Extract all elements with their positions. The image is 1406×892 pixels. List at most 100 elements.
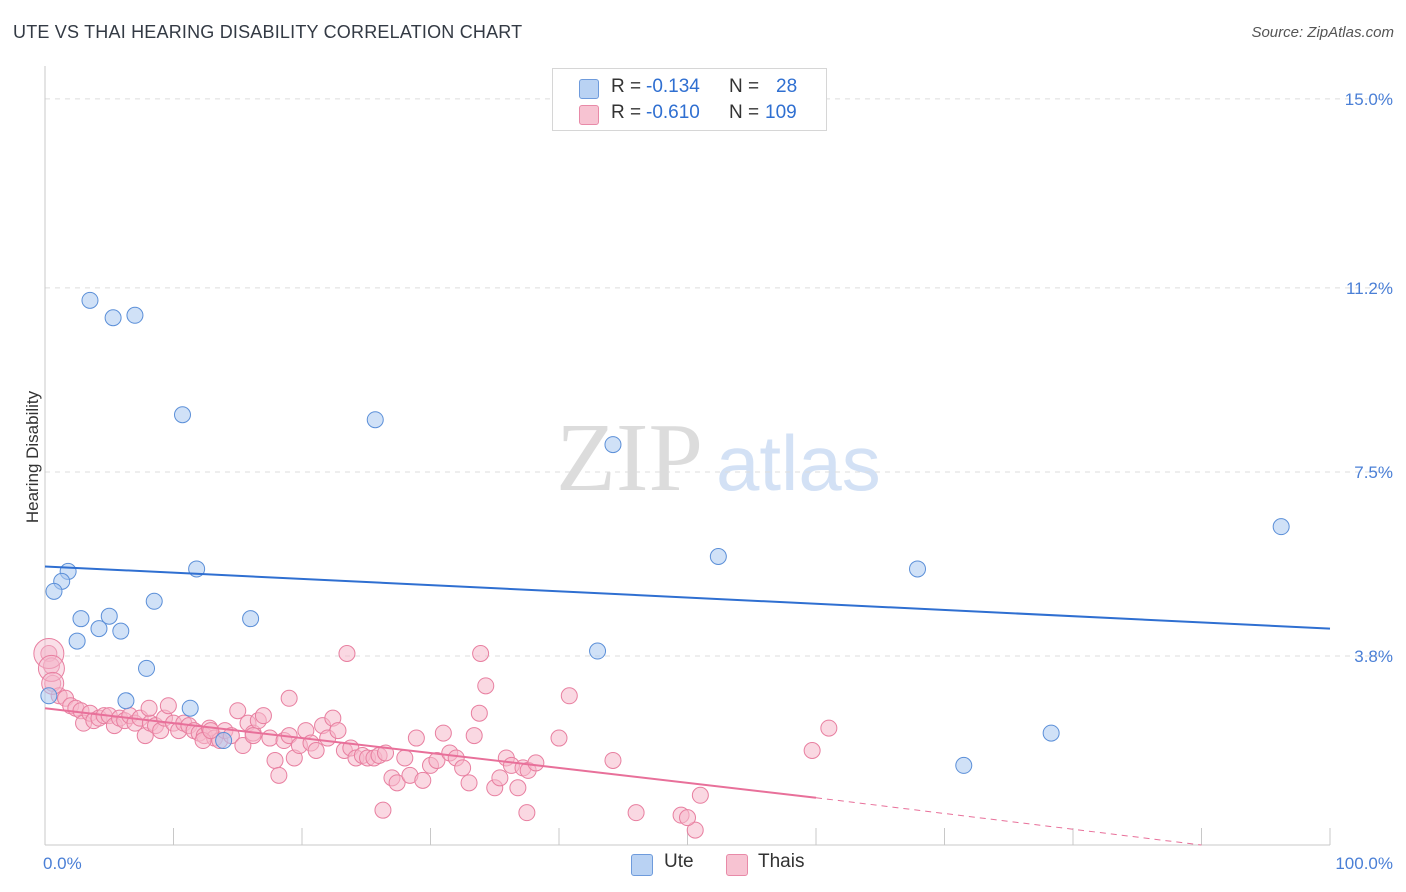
thais-point	[407, 729, 425, 747]
ute-point	[90, 620, 108, 638]
ute-point	[100, 607, 118, 625]
legend-ute-r-label: R =	[611, 76, 642, 97]
thais-point	[527, 754, 545, 772]
thais-point	[820, 719, 838, 737]
thais-point	[460, 774, 478, 792]
source-label: Source: ZipAtlas.com	[1251, 24, 1394, 41]
thais-point	[472, 645, 490, 662]
thai-trend-line	[44, 707, 817, 799]
legend-ute-r-value: -0.134	[646, 76, 700, 97]
ute-point	[117, 692, 135, 710]
thais-point	[679, 809, 696, 827]
thais-point	[803, 741, 821, 759]
thais-point	[374, 801, 392, 819]
grid	[45, 98, 1393, 657]
thais-point	[491, 769, 509, 787]
thais-point	[159, 697, 177, 715]
thais-point	[550, 729, 568, 747]
ute-point	[1042, 724, 1060, 742]
thais-point	[691, 786, 709, 804]
thai-trend-extension	[815, 797, 1202, 846]
ute-point	[181, 699, 199, 717]
trend-lines	[44, 565, 1331, 846]
x-tick-min: 0.0%	[43, 854, 82, 873]
ute-trend-line	[44, 565, 1331, 630]
thais-point	[604, 751, 622, 769]
ute-point	[126, 306, 144, 324]
bottom-legend-swatch-ute	[631, 854, 653, 876]
ute-point	[604, 436, 622, 454]
thais-point	[280, 689, 298, 707]
thais-point	[329, 722, 347, 740]
thais-point	[42, 657, 60, 675]
thais-point	[686, 821, 704, 839]
thais-point	[140, 699, 158, 717]
ute-point	[72, 610, 90, 628]
y-tick-label: 11.2%	[1346, 279, 1393, 298]
thais-point	[518, 804, 536, 822]
watermark-zip: ZIP	[556, 404, 703, 512]
bottom-legend-thai: Thais	[758, 851, 805, 872]
legend-thai-r-label: R =	[611, 102, 642, 123]
ute-point	[909, 560, 927, 578]
thais-point	[396, 749, 414, 767]
thais-point	[307, 741, 325, 759]
thais-point	[338, 645, 356, 662]
thais-point	[434, 724, 452, 742]
legend-swatch-thai	[579, 105, 599, 125]
thais-point	[388, 774, 406, 792]
bottom-legend-swatch-thai	[726, 854, 748, 876]
chart-title: UTE VS THAI HEARING DISABILITY CORRELATI…	[13, 22, 523, 42]
thais-point	[477, 677, 495, 695]
thais-point	[465, 727, 483, 745]
ute-point	[215, 732, 233, 750]
thais-point	[261, 729, 279, 747]
ute-point	[45, 582, 63, 600]
thais-point	[454, 759, 472, 777]
ute-point	[81, 291, 99, 309]
thais-point	[270, 766, 288, 784]
ute-point	[138, 659, 156, 677]
thais-point	[254, 707, 272, 725]
thais-point	[229, 702, 247, 720]
thais-point	[560, 687, 578, 705]
ute-point	[955, 756, 973, 774]
thais-point	[627, 804, 645, 822]
y-tick-label: 7.5%	[1354, 463, 1393, 482]
thais-point	[470, 704, 488, 722]
legend-thai-n-value: 109	[765, 102, 797, 123]
watermark-atlas: atlas	[716, 419, 881, 507]
ute-point	[1272, 518, 1290, 536]
ute-point	[40, 687, 58, 705]
thais-point	[414, 771, 432, 789]
thais-point	[244, 727, 262, 745]
ute-point	[145, 592, 163, 610]
ute-point	[366, 411, 384, 429]
legend-ute-n-value: 28	[776, 76, 798, 97]
legend-thai-n-label: N =	[729, 102, 760, 123]
watermark: ZIP atlas	[556, 404, 881, 512]
y-axis-label: Hearing Disability	[23, 390, 42, 523]
legend-thai-r-value: -0.610	[646, 102, 700, 123]
y-tick-label: 3.8%	[1354, 647, 1393, 666]
ute-point	[104, 309, 122, 327]
ute-point	[112, 622, 130, 640]
thais-point	[428, 751, 446, 769]
y-tick-label: 15.0%	[1345, 90, 1393, 109]
thais-point-cluster	[33, 638, 65, 669]
ute-point	[68, 632, 86, 650]
ute-point	[589, 642, 607, 660]
legend-swatch-ute	[579, 79, 599, 99]
axes	[44, 66, 1331, 846]
legend: R = -0.134 N = 28 R = -0.610 N = 109	[552, 68, 827, 131]
thais-point	[509, 779, 527, 797]
x-tick-max: 100.0%	[1335, 854, 1393, 873]
legend-ute-n-label: N =	[729, 76, 760, 97]
ute-point	[242, 610, 260, 628]
y-tick-labels: 3.8% 7.5% 11.2% 15.0%	[1345, 90, 1393, 666]
ute-points	[40, 291, 1290, 774]
thais-point	[266, 751, 284, 769]
bottom-legend-ute: Ute	[664, 851, 694, 872]
ute-point	[173, 406, 191, 424]
